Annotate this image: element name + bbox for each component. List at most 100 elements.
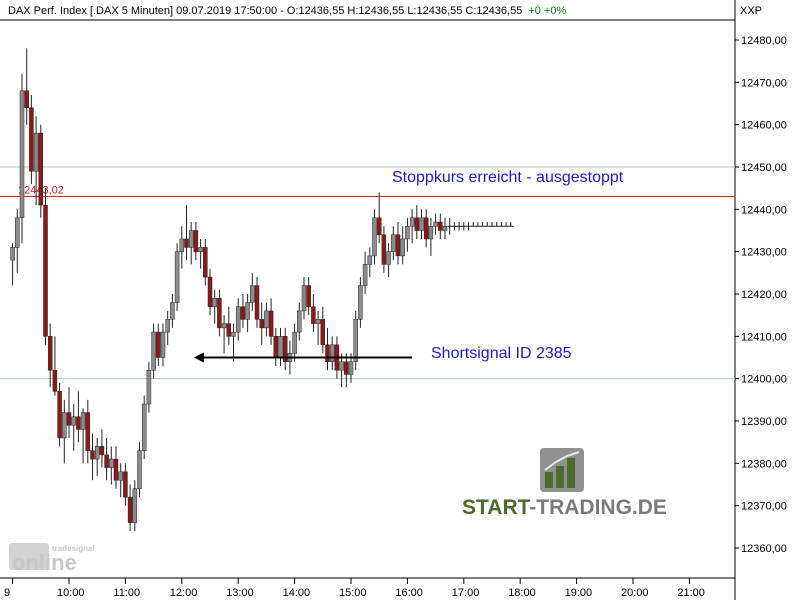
candle	[99, 429, 105, 468]
chart-header: DAX Perf. Index [.DAX 5 Minuten] 09.07.2…	[8, 5, 566, 17]
candle-body	[15, 217, 20, 248]
y-tick-label: 12360,00	[741, 543, 787, 555]
y-tick-label: 12480,00	[741, 35, 787, 47]
brand-text: START-TRADING.DE	[462, 496, 667, 519]
y-tick-label: 12400,00	[741, 374, 787, 386]
candle-body	[268, 310, 274, 337]
candle	[221, 315, 227, 354]
brand-part-1: START	[462, 496, 531, 519]
short-annotation: Shortsignal ID 2385	[431, 345, 572, 362]
candle-body	[226, 323, 232, 337]
candle	[475, 222, 481, 227]
candle	[38, 124, 44, 218]
candle-body	[405, 226, 410, 240]
candle-body	[438, 221, 443, 231]
candle-body	[170, 302, 175, 320]
candle-body	[137, 450, 142, 489]
candle	[62, 399, 67, 464]
y-tick-label: 12380,00	[741, 458, 787, 470]
candle-body	[306, 285, 311, 307]
candle-body	[146, 369, 152, 405]
candle	[109, 446, 114, 485]
candle-body	[156, 331, 161, 358]
candle	[311, 294, 316, 333]
y-tick-label: 12390,00	[741, 416, 787, 428]
x-tick-label: 19:00	[565, 587, 593, 599]
y-tick-label: 12370,00	[741, 501, 787, 513]
candle	[47, 323, 53, 388]
candle-body	[348, 361, 354, 375]
candle	[207, 268, 213, 316]
candle	[113, 446, 119, 489]
candle-body	[235, 306, 241, 333]
candle	[170, 294, 175, 328]
candle	[231, 323, 236, 362]
candle-body	[278, 336, 283, 358]
candle-body	[362, 264, 368, 286]
candle	[24, 48, 29, 125]
candle	[423, 209, 429, 248]
candle	[419, 209, 424, 239]
candle-body	[353, 319, 358, 362]
candle-body	[71, 416, 76, 426]
candle-body	[428, 226, 434, 240]
candle-body	[339, 361, 344, 371]
candle	[292, 323, 297, 362]
candle-body	[123, 471, 128, 498]
header-info: DAX Perf. Index [.DAX 5 Minuten] 09.07.2…	[8, 5, 522, 17]
candle	[160, 323, 166, 366]
candle-body	[329, 344, 335, 362]
candle-body	[419, 217, 424, 231]
candle-body	[358, 285, 363, 320]
candle	[188, 222, 194, 265]
candle-body	[10, 247, 15, 261]
candle	[80, 408, 86, 464]
candle	[203, 238, 208, 286]
candle	[386, 243, 391, 278]
candle-body	[311, 306, 316, 324]
x-tick-label: 12:00	[170, 587, 198, 599]
x-tick-label: 16:00	[395, 587, 423, 599]
candle-body	[188, 230, 194, 248]
candle-body	[264, 310, 269, 329]
candle	[264, 302, 269, 337]
x-tick-label: 10:00	[57, 587, 85, 599]
candles	[10, 48, 514, 532]
header-change: +0 +0%	[528, 5, 566, 17]
logo-bar	[545, 472, 553, 488]
logo-trend	[544, 451, 580, 471]
candle	[362, 251, 368, 294]
candle	[320, 306, 326, 354]
candle-body	[90, 450, 95, 460]
candle-body	[19, 90, 25, 219]
y-tick-label: 12440,00	[741, 204, 787, 216]
candle	[245, 294, 250, 333]
candle-body	[414, 217, 420, 231]
candle-body	[320, 319, 326, 346]
logo-bar	[567, 458, 575, 488]
candle-body	[66, 412, 72, 426]
y-tick-label: 12410,00	[741, 331, 787, 343]
candle	[400, 226, 405, 265]
candle	[212, 289, 217, 324]
candle-body	[52, 369, 58, 392]
candle-body	[76, 416, 81, 430]
candle	[29, 95, 34, 184]
candle-body	[127, 496, 133, 523]
candle	[240, 294, 246, 328]
candle-body	[33, 132, 39, 172]
candle-body	[109, 458, 114, 468]
candle	[494, 222, 500, 227]
y-tick-label: 12460,00	[741, 120, 787, 132]
candle	[297, 302, 302, 341]
candle-body	[104, 454, 109, 468]
candle	[471, 222, 477, 227]
candle-body	[433, 221, 438, 227]
x-tick-label: 9	[4, 587, 10, 599]
candle-body	[315, 319, 321, 324]
candle	[268, 298, 274, 345]
watermark-small: tradesignal	[52, 544, 95, 553]
candle-body	[381, 234, 387, 265]
